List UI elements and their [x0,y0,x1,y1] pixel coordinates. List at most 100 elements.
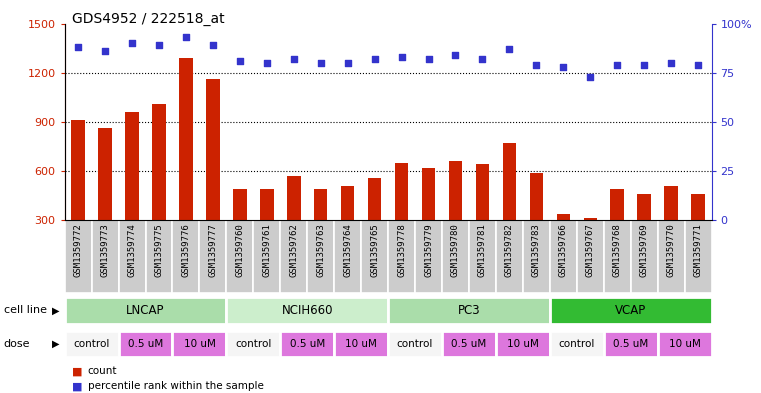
Bar [180,58,193,220]
Text: 10 uM: 10 uM [507,339,539,349]
Text: 10 uM: 10 uM [183,339,215,349]
Point [314,60,326,66]
Bar [691,194,705,220]
Text: dose: dose [4,339,30,349]
Bar [91,220,119,293]
Bar [449,161,462,220]
Text: 10 uM: 10 uM [669,339,701,349]
Bar [638,194,651,220]
Point [288,56,300,62]
Bar [334,331,388,357]
Text: LNCAP: LNCAP [126,304,165,317]
Text: GSM1359783: GSM1359783 [532,224,541,277]
Bar [334,220,361,293]
Bar [260,189,273,220]
Point [557,64,569,70]
Bar [119,331,173,357]
Text: 0.5 uM: 0.5 uM [613,339,648,349]
Bar [610,189,624,220]
Text: PC3: PC3 [457,304,480,317]
Bar [307,220,334,293]
Text: GSM1359778: GSM1359778 [397,224,406,277]
Bar [65,331,119,357]
Text: ▶: ▶ [52,339,59,349]
Bar [287,176,301,220]
Bar [388,220,415,293]
Bar [152,104,166,220]
Text: GSM1359775: GSM1359775 [154,224,164,277]
Text: GSM1359782: GSM1359782 [505,224,514,277]
Text: GSM1359765: GSM1359765 [370,224,379,277]
Point [207,42,219,48]
Point [396,54,408,60]
Bar [280,220,307,293]
Bar [530,173,543,220]
Bar [550,297,712,324]
Text: VCAP: VCAP [615,304,646,317]
Text: GSM1359772: GSM1359772 [74,224,83,277]
Text: GSM1359777: GSM1359777 [209,224,218,277]
Bar [65,297,227,324]
Bar [388,331,442,357]
Bar [496,331,550,357]
Point [153,42,165,48]
Bar [341,186,355,220]
Point [368,56,380,62]
Bar [503,143,516,220]
Bar [368,178,381,220]
Point [503,46,515,52]
Text: control: control [235,339,272,349]
Text: 10 uM: 10 uM [345,339,377,349]
Text: 0.5 uM: 0.5 uM [451,339,486,349]
Point [611,62,623,68]
Bar [469,220,496,293]
Text: 0.5 uM: 0.5 uM [128,339,163,349]
Bar [388,297,550,324]
Bar [253,220,280,293]
Text: GSM1359773: GSM1359773 [100,224,110,277]
Text: control: control [74,339,110,349]
Bar [631,220,658,293]
Bar [685,220,712,293]
Text: GSM1359766: GSM1359766 [559,224,568,277]
Bar [658,331,712,357]
Text: GSM1359767: GSM1359767 [586,224,595,277]
Bar [227,297,388,324]
Bar [422,168,435,220]
Bar [550,331,603,357]
Text: GSM1359779: GSM1359779 [424,224,433,277]
Point [450,52,462,58]
Bar [476,164,489,220]
Text: ■: ■ [72,366,83,376]
Text: GSM1359780: GSM1359780 [451,224,460,277]
Text: GSM1359760: GSM1359760 [235,224,244,277]
Text: GSM1359774: GSM1359774 [128,224,136,277]
Bar [280,331,334,357]
Bar [227,220,253,293]
Bar [72,120,85,220]
Bar [395,163,409,220]
Text: GDS4952 / 222518_at: GDS4952 / 222518_at [72,12,225,26]
Point [342,60,354,66]
Bar [550,220,577,293]
Bar [65,220,91,293]
Bar [119,220,145,293]
Text: NCIH660: NCIH660 [282,304,333,317]
Bar [584,219,597,220]
Point [665,60,677,66]
Bar [145,220,173,293]
Point [530,62,543,68]
Point [638,62,650,68]
Bar [415,220,442,293]
Text: GSM1359771: GSM1359771 [693,224,702,277]
Text: percentile rank within the sample: percentile rank within the sample [88,381,263,391]
Text: cell line: cell line [4,305,47,316]
Bar [314,189,327,220]
Bar [442,220,469,293]
Bar [658,220,685,293]
Text: GSM1359770: GSM1359770 [667,224,676,277]
Bar [233,189,247,220]
Point [72,44,84,50]
Point [126,40,139,46]
Point [99,48,111,54]
